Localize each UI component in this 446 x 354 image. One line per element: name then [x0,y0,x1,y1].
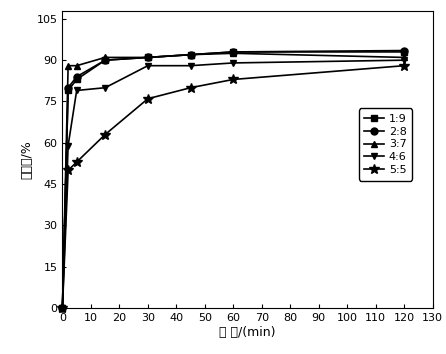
Legend: 1:9, 2:8, 3:7, 4:6, 5:5: 1:9, 2:8, 3:7, 4:6, 5:5 [359,108,412,181]
1:9 [60,306,65,310]
3:7 [145,55,151,59]
4:6 [74,88,79,93]
4:6 [60,306,65,310]
1:9 [188,52,193,57]
4:6 [401,58,407,62]
4:6 [145,64,151,68]
2:8 [74,75,79,79]
Y-axis label: 溶出度/%: 溶出度/% [21,140,34,179]
2:8 [145,55,151,59]
5:5 [401,64,407,68]
2:8 [401,48,407,53]
2:8 [231,50,236,54]
2:8 [103,58,108,62]
1:9 [103,58,108,62]
3:7 [103,55,108,59]
5:5 [231,77,236,81]
Line: 4:6: 4:6 [59,57,408,312]
3:7 [231,51,236,56]
3:7 [74,64,79,68]
1:9 [231,50,236,54]
5:5 [74,160,79,164]
1:9 [66,88,71,93]
2:8 [188,52,193,57]
1:9 [145,55,151,59]
4:6 [66,143,71,148]
5:5 [145,97,151,101]
Line: 2:8: 2:8 [59,47,408,312]
5:5 [60,306,65,310]
5:5 [188,86,193,90]
4:6 [231,61,236,65]
4:6 [188,64,193,68]
3:7 [401,55,407,59]
3:7 [188,52,193,57]
4:6 [103,86,108,90]
2:8 [60,306,65,310]
2:8 [66,86,71,90]
Line: 1:9: 1:9 [59,48,408,312]
X-axis label: 时 间/(min): 时 间/(min) [219,326,276,339]
3:7 [60,306,65,310]
5:5 [66,168,71,172]
1:9 [401,50,407,54]
Line: 5:5: 5:5 [58,61,409,313]
3:7 [66,64,71,68]
Line: 3:7: 3:7 [59,50,408,312]
5:5 [103,132,108,137]
1:9 [74,77,79,81]
